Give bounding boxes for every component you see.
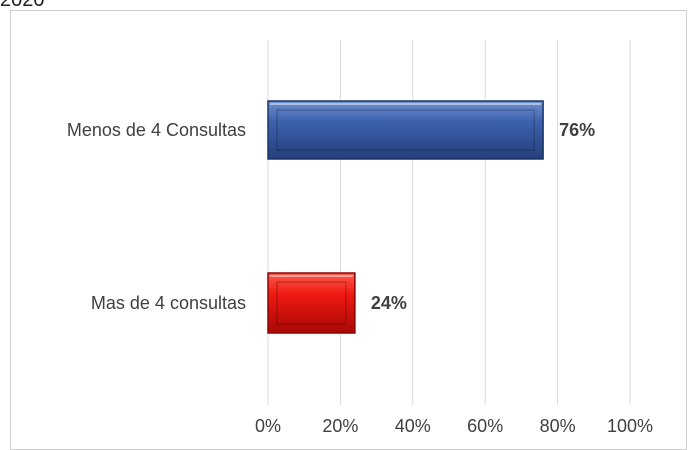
category-label: Mas de 4 consultas — [91, 293, 246, 313]
x-tick-label: 100% — [607, 416, 653, 436]
bars — [267, 100, 544, 334]
category-labels: Menos de 4 Consultas Mas de 4 consultas — [67, 120, 246, 313]
data-label: 76% — [559, 120, 595, 140]
x-tick-label: 60% — [467, 416, 503, 436]
bar-bevel — [276, 281, 347, 325]
bar-0 — [267, 100, 544, 160]
bar-rect — [267, 100, 544, 160]
x-tick-labels: 0% 20% 40% 60% 80% 100% — [255, 416, 653, 436]
x-tick-label: 80% — [540, 416, 576, 436]
bar-1 — [267, 272, 356, 334]
bar-bevel — [276, 109, 535, 151]
gridlines — [267, 40, 631, 405]
data-label: 24% — [371, 293, 407, 313]
x-tick-label: 0% — [255, 416, 281, 436]
chart-frame — [10, 10, 687, 450]
category-label: Menos de 4 Consultas — [67, 120, 246, 140]
clipped-title-fragment: 2020 — [0, 0, 45, 11]
x-tick-label: 40% — [395, 416, 431, 436]
x-tick-label: 20% — [322, 416, 358, 436]
data-labels: 76% 24% — [371, 120, 595, 313]
bar-rect — [267, 272, 356, 334]
